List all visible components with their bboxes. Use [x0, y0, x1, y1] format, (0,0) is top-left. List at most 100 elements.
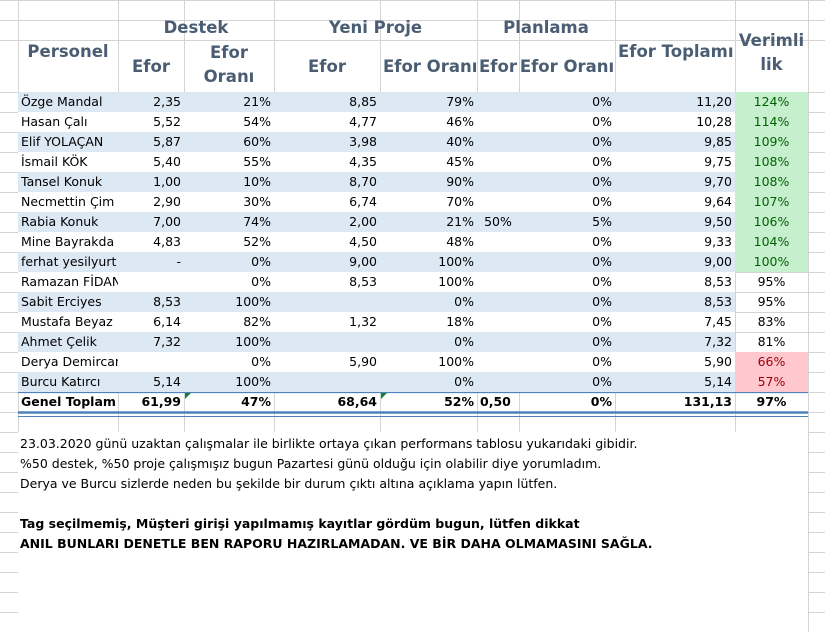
cell-name[interactable]: İsmail KÖK [21, 154, 88, 169]
cell-d-efor[interactable]: 6,14 [153, 314, 181, 329]
cell-d-efor[interactable]: 1,00 [153, 174, 181, 189]
cell-toplam[interactable]: 9,70 [704, 174, 732, 189]
cell-y-efor[interactable]: 5,90 [349, 354, 377, 369]
cell-p-oran[interactable]: 0% [592, 374, 612, 389]
cell-y-oran[interactable]: 18% [446, 314, 474, 329]
cell-y-efor[interactable]: 8,70 [349, 174, 377, 189]
cell-toplam[interactable]: 9,85 [704, 134, 732, 149]
cell-p-efor[interactable] [477, 272, 519, 292]
cell-verim[interactable]: 106% [735, 212, 808, 232]
cell-p-oran[interactable]: 0% [592, 294, 612, 309]
cell-name[interactable]: Hasan Çalı [21, 114, 88, 129]
cell-d-efor[interactable]: 5,52 [153, 114, 181, 129]
cell-y-efor[interactable]: 2,00 [349, 214, 377, 229]
cell-p-efor[interactable] [477, 312, 519, 332]
cell-p-efor[interactable] [477, 252, 519, 272]
cell-d-efor[interactable] [118, 272, 184, 292]
cell-d-efor[interactable]: 5,40 [153, 154, 181, 169]
cell-p-efor[interactable] [477, 372, 519, 392]
cell-d-oran[interactable]: 0% [251, 354, 271, 369]
cell-y-efor[interactable]: 4,50 [349, 234, 377, 249]
cell-d-efor[interactable]: 7,32 [153, 334, 181, 349]
cell-verim[interactable]: 104% [735, 232, 808, 252]
cell-y-efor[interactable] [274, 332, 380, 352]
cell-d-oran[interactable]: 100% [235, 334, 271, 349]
cell-y-efor[interactable]: 1,32 [349, 314, 377, 329]
cell-y-oran[interactable]: 0% [454, 294, 474, 309]
cell-d-oran[interactable]: 82% [243, 314, 271, 329]
cell-p-oran[interactable]: 0% [592, 114, 612, 129]
cell-p-efor[interactable] [477, 112, 519, 132]
cell-d-oran[interactable]: 100% [235, 374, 271, 389]
cell-p-oran[interactable]: 0% [592, 334, 612, 349]
cell-p-efor[interactable]: 50% [484, 214, 512, 229]
header-yeni-proje[interactable]: Yeni Proje [328, 18, 423, 37]
cell-p-efor[interactable] [477, 332, 519, 352]
header-destek-efor[interactable]: Efor [132, 57, 170, 76]
cell-verim[interactable]: 100% [735, 252, 808, 272]
cell-y-oran[interactable]: 48% [446, 234, 474, 249]
cell-p-oran[interactable]: 0% [592, 194, 612, 209]
cell-name[interactable]: Elif YOLAÇAN [21, 134, 104, 149]
cell-d-oran[interactable]: 0% [251, 274, 271, 289]
cell-y-efor[interactable]: 8,53 [349, 274, 377, 289]
cell-d-efor[interactable]: 4,83 [153, 234, 181, 249]
header-planlama-efor-orani[interactable]: Efor Oranı [519, 57, 615, 76]
cell-toplam[interactable]: 8,53 [704, 294, 732, 309]
cell-d-efor[interactable] [118, 352, 184, 372]
cell-y-oran[interactable]: 70% [446, 194, 474, 209]
cell-verim[interactable]: 81% [757, 334, 786, 349]
cell-p-efor[interactable] [477, 132, 519, 152]
cell-verim[interactable]: 108% [735, 152, 808, 172]
total-cell-verim[interactable]: 97% [756, 394, 787, 409]
header-destek-efor-orani-2[interactable]: Oranı [203, 67, 255, 86]
total-cell-p-efor[interactable]: 0,50 [480, 394, 511, 409]
total-cell-y-oran[interactable]: 52% [444, 394, 474, 409]
cell-verim[interactable]: 95% [757, 274, 786, 289]
cell-y-oran[interactable]: 100% [438, 354, 474, 369]
cell-toplam[interactable]: 11,20 [696, 94, 732, 109]
cell-toplam[interactable]: 9,75 [704, 154, 732, 169]
cell-toplam[interactable]: 8,53 [704, 274, 732, 289]
cell-y-efor[interactable]: 4,77 [349, 114, 377, 129]
cell-y-efor[interactable]: 3,98 [349, 134, 377, 149]
cell-d-efor[interactable]: 8,53 [153, 294, 181, 309]
cell-d-efor[interactable]: 7,00 [153, 214, 181, 229]
cell-verim[interactable]: 83% [757, 314, 786, 329]
cell-d-efor[interactable]: 5,14 [153, 374, 181, 389]
cell-y-oran[interactable]: 0% [454, 374, 474, 389]
cell-d-oran[interactable]: 74% [243, 214, 271, 229]
cell-toplam[interactable]: 9,00 [704, 254, 732, 269]
cell-p-oran[interactable]: 0% [592, 354, 612, 369]
cell-p-efor[interactable] [477, 292, 519, 312]
cell-verim[interactable]: 114% [735, 112, 808, 132]
cell-toplam[interactable]: 9,50 [704, 214, 732, 229]
cell-name[interactable]: Derya Demircan [21, 354, 118, 369]
total-cell-d-efor[interactable]: 61,99 [141, 394, 181, 409]
cell-y-efor[interactable]: 8,85 [349, 94, 377, 109]
cell-d-efor[interactable]: 5,87 [153, 134, 181, 149]
cell-name[interactable]: Ahmet Çelik [21, 334, 97, 349]
cell-y-efor[interactable] [274, 372, 380, 392]
header-verimlilik-1[interactable]: Verimli [738, 31, 805, 50]
cell-name[interactable]: Tansel Konuk [21, 174, 103, 189]
header-destek[interactable]: Destek [163, 18, 229, 37]
cell-verim[interactable]: 109% [735, 132, 808, 152]
cell-p-oran[interactable]: 0% [592, 94, 612, 109]
cell-d-oran[interactable]: 10% [243, 174, 271, 189]
cell-p-efor[interactable] [477, 92, 519, 112]
cell-d-efor[interactable]: 2,35 [153, 94, 181, 109]
total-cell-toplam[interactable]: 131,13 [683, 394, 732, 409]
cell-p-oran[interactable]: 0% [592, 134, 612, 149]
header-yeni-proje-efor[interactable]: Efor [308, 57, 346, 76]
cell-verim[interactable]: 107% [735, 192, 808, 212]
cell-p-oran[interactable]: 0% [592, 314, 612, 329]
cell-y-oran[interactable]: 90% [446, 174, 474, 189]
cell-y-oran[interactable]: 100% [438, 274, 474, 289]
total-cell-p-oran[interactable]: 0% [590, 394, 612, 409]
cell-toplam[interactable]: 7,32 [704, 334, 732, 349]
header-efor-toplami[interactable]: Efor Toplamı [618, 42, 734, 61]
total-cell-d-oran[interactable]: 47% [241, 394, 271, 409]
cell-y-oran[interactable]: 45% [446, 154, 474, 169]
cell-y-efor[interactable] [274, 292, 380, 312]
